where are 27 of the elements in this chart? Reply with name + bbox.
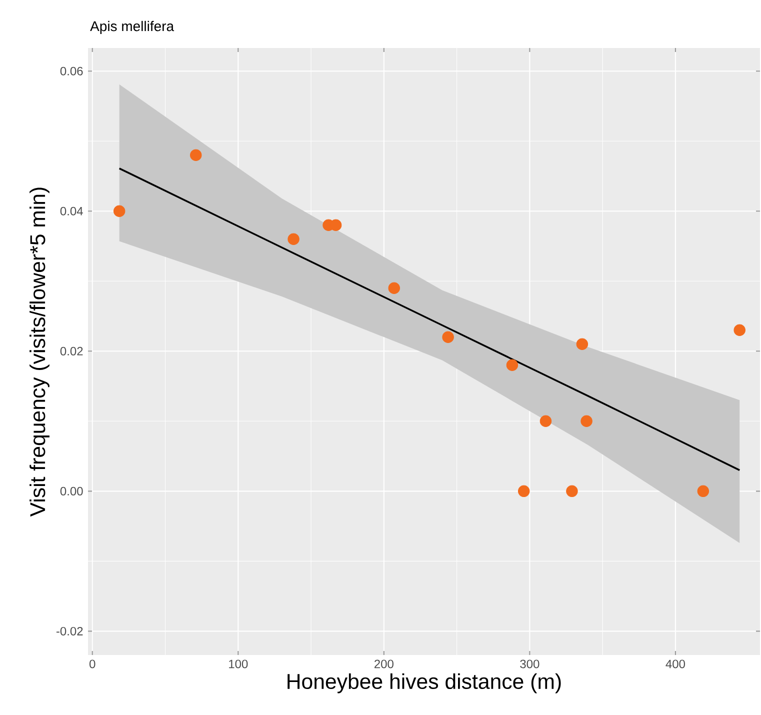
point (442, 331, 454, 344)
x-tick-label: 0 (89, 660, 96, 668)
y-axis-title: Visit frequency (visits/flower*5 min) (30, 188, 50, 517)
line-series (118, 168, 740, 472)
point (540, 415, 552, 428)
point (190, 149, 202, 161)
x-tick-label: 400 (666, 660, 685, 668)
point (288, 233, 300, 245)
point (576, 338, 588, 350)
x-tick-label: 100 (229, 660, 248, 668)
point (113, 205, 126, 217)
point (580, 415, 592, 428)
point (566, 485, 578, 498)
point (388, 282, 400, 294)
y-tick-label: 0.00 (60, 486, 83, 496)
point (697, 485, 710, 498)
y-tick-label: 0.04 (60, 206, 83, 216)
x-axis-title: Honeybee hives distance (m) (288, 673, 561, 694)
point (506, 359, 518, 372)
y-tick-label: -0.02 (56, 626, 83, 636)
x-tick-label: 200 (374, 660, 394, 668)
point (518, 485, 530, 498)
x-tick-label: 300 (520, 660, 540, 668)
point (734, 324, 746, 336)
chart-title: Apis mellifera (90, 20, 174, 34)
y-tick-label: 0.06 (60, 66, 83, 76)
y-tick-label: 0.02 (60, 346, 83, 356)
